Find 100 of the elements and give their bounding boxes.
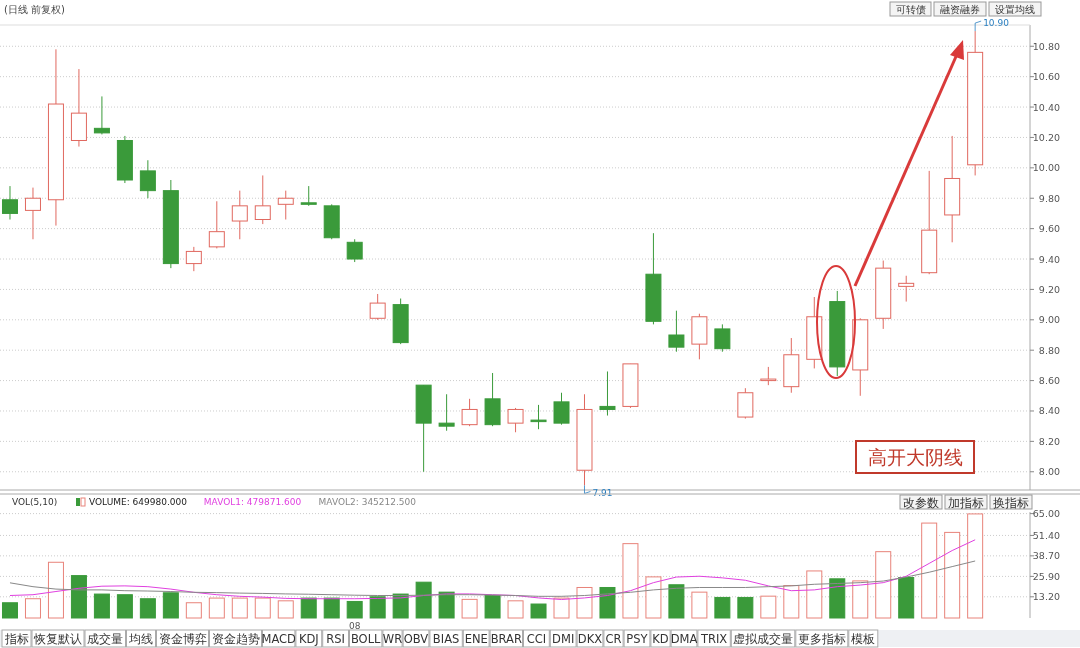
legend-label: VOLUME: 649980.000 [89, 497, 188, 507]
text: CCI [526, 632, 547, 646]
text: 改参数 [903, 495, 939, 510]
bar [760, 595, 777, 619]
y-tick-label: 8.60 [1038, 375, 1060, 387]
text: ENE [464, 632, 488, 646]
bar [438, 591, 455, 619]
bar [829, 578, 846, 619]
bar [415, 581, 432, 619]
y-tick-label: 9.40 [1038, 253, 1060, 265]
text: KD [652, 632, 669, 646]
bar [461, 598, 478, 619]
text: 加指标 [948, 495, 984, 510]
text: WR [382, 632, 403, 646]
candlestick [1, 185, 18, 221]
candlestick [760, 366, 777, 386]
text: 融资融券 [940, 4, 980, 15]
bar [254, 597, 271, 619]
y-tick-label: 38.70 [1032, 550, 1060, 562]
bar [944, 531, 961, 619]
bar [484, 595, 501, 619]
bar [921, 522, 938, 619]
y-tick-label: 9.20 [1038, 283, 1060, 295]
bar [300, 597, 317, 619]
bar [599, 586, 616, 619]
bar [24, 598, 41, 619]
annotation: 高开大阴线 [867, 446, 963, 468]
bar [668, 584, 685, 619]
chart-title: (日线 前复权) [4, 4, 66, 15]
bar [691, 591, 708, 619]
text: 更多指标 [797, 632, 846, 646]
text: BRAR [490, 632, 522, 646]
bar [277, 600, 294, 619]
x-tick-label: 08 [348, 621, 361, 631]
y-tick-label: 9.80 [1038, 192, 1060, 204]
candlestick [93, 95, 110, 135]
text: 设置均线 [995, 4, 1035, 15]
candlestick [714, 323, 731, 353]
y-tick-label: 10.00 [1032, 162, 1060, 174]
y-tick-label: 9.00 [1038, 314, 1060, 326]
y-tick-label: 10.60 [1032, 71, 1060, 83]
bar [645, 576, 662, 619]
bar [530, 603, 547, 619]
text: 均线 [128, 632, 153, 646]
line-series [9, 560, 976, 597]
candlestick [346, 238, 363, 263]
candlestick [300, 185, 317, 207]
bar [162, 592, 179, 619]
y-tick-label: 10.40 [1032, 101, 1060, 113]
text: 资金趋势 [211, 632, 260, 646]
text: BIAS [432, 632, 460, 646]
y-tick-label: 8.20 [1038, 435, 1060, 447]
bar [93, 593, 110, 619]
text: MAVOL1: 479871.600 [203, 497, 302, 507]
text: OBV [403, 632, 429, 646]
chart-title: VOL(5,10) [12, 497, 58, 507]
bar [1, 602, 18, 619]
bar [208, 597, 225, 619]
bar [737, 596, 754, 619]
bar [783, 585, 800, 619]
y-tick-label: 13.20 [1032, 591, 1060, 603]
annotation: 10.90 [983, 18, 1010, 29]
candlestick [599, 370, 616, 417]
y-tick-label: 51.40 [1032, 529, 1060, 541]
line-series [9, 539, 976, 601]
text: RSI [326, 632, 345, 646]
bar [185, 602, 202, 619]
text: TRIX [699, 632, 728, 646]
y-tick-label: 25.90 [1032, 570, 1060, 582]
annotation: 7.91 [592, 488, 613, 499]
candlestick [530, 404, 547, 430]
text: PSY [626, 632, 649, 646]
text: 成交量 [87, 632, 124, 646]
y-tick-label: 10.80 [1032, 40, 1060, 52]
y-tick-label: 65.00 [1032, 508, 1060, 520]
y-tick-label: 8.80 [1038, 344, 1060, 356]
text: MACD [261, 632, 297, 646]
text: MAVOL2: 345212.500 [318, 497, 417, 507]
text: 虚拟成交量 [733, 632, 794, 646]
candlestick [185, 246, 202, 272]
text: 恢复默认 [33, 632, 82, 646]
text: 换指标 [993, 495, 1029, 510]
text: 模板 [851, 632, 876, 646]
bar [369, 596, 386, 619]
bar [116, 594, 133, 619]
candlestick [668, 310, 685, 353]
bar [70, 575, 87, 619]
y-tick-label: 8.40 [1038, 405, 1060, 417]
bar [507, 600, 524, 619]
y-tick-label: 10.20 [1032, 131, 1060, 143]
candlestick [369, 293, 386, 321]
candlestick [461, 398, 478, 427]
bar [852, 580, 869, 619]
text: KDJ [298, 632, 319, 646]
bar [323, 597, 340, 619]
bar [898, 577, 915, 619]
candlestick [231, 190, 248, 240]
bar [967, 513, 984, 619]
text: BOLL [350, 632, 382, 646]
bar [47, 561, 64, 619]
